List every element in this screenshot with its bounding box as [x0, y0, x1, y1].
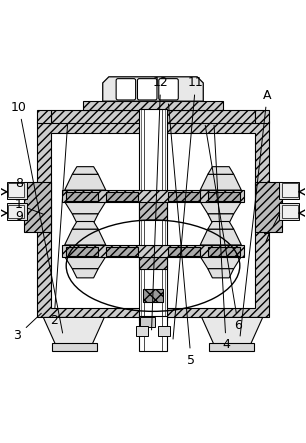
Polygon shape: [208, 167, 234, 174]
Text: 11: 11: [173, 76, 203, 339]
Bar: [37, 121, 269, 318]
Polygon shape: [208, 214, 234, 223]
Bar: [8, 183, 24, 197]
Text: 10: 10: [11, 101, 63, 333]
Bar: [158, 326, 170, 336]
Bar: [282, 205, 298, 218]
Bar: [66, 247, 98, 256]
Polygon shape: [103, 77, 203, 101]
Polygon shape: [65, 229, 106, 245]
Text: 3: 3: [13, 313, 41, 342]
FancyBboxPatch shape: [159, 79, 178, 100]
Bar: [279, 182, 299, 198]
Bar: [255, 110, 269, 123]
Bar: [136, 326, 148, 336]
Bar: [279, 203, 299, 220]
Bar: [51, 110, 255, 123]
Bar: [255, 182, 282, 232]
Bar: [62, 190, 244, 202]
Text: 2: 2: [50, 125, 68, 327]
Bar: [66, 192, 98, 201]
Bar: [140, 318, 155, 326]
Polygon shape: [72, 269, 98, 278]
Bar: [8, 205, 24, 218]
Text: 12: 12: [151, 76, 169, 330]
Polygon shape: [72, 214, 98, 223]
Text: 8: 8: [15, 177, 29, 190]
Bar: [168, 247, 200, 256]
Bar: [51, 133, 255, 308]
Bar: [209, 343, 254, 351]
Text: 7: 7: [263, 214, 280, 245]
Bar: [83, 101, 223, 110]
Polygon shape: [208, 222, 234, 229]
Text: A: A: [240, 89, 271, 336]
FancyBboxPatch shape: [116, 79, 136, 100]
Bar: [139, 252, 167, 269]
Bar: [208, 247, 240, 256]
Bar: [139, 109, 167, 320]
Bar: [168, 192, 200, 201]
Bar: [106, 247, 138, 256]
Bar: [7, 182, 27, 198]
Text: 5: 5: [169, 104, 195, 367]
Bar: [139, 316, 167, 351]
Bar: [7, 203, 27, 220]
Bar: [24, 182, 51, 232]
Text: 6: 6: [205, 125, 242, 331]
Bar: [62, 245, 244, 256]
Polygon shape: [202, 318, 263, 348]
Bar: [52, 343, 97, 351]
Polygon shape: [65, 174, 106, 190]
Polygon shape: [200, 256, 241, 269]
Polygon shape: [200, 202, 241, 214]
Bar: [282, 183, 298, 197]
Bar: [37, 110, 51, 123]
Polygon shape: [43, 318, 104, 348]
Polygon shape: [72, 222, 98, 229]
Polygon shape: [72, 167, 98, 174]
Polygon shape: [65, 256, 106, 269]
Bar: [208, 192, 240, 201]
Bar: [106, 192, 138, 201]
Text: 1: 1: [15, 198, 44, 214]
Polygon shape: [200, 229, 241, 245]
Text: 4: 4: [214, 125, 230, 351]
Polygon shape: [200, 174, 241, 190]
Bar: [143, 288, 163, 302]
FancyBboxPatch shape: [137, 79, 157, 100]
Bar: [139, 197, 167, 220]
Polygon shape: [65, 202, 106, 214]
Text: 9: 9: [15, 210, 28, 223]
Polygon shape: [208, 269, 234, 278]
